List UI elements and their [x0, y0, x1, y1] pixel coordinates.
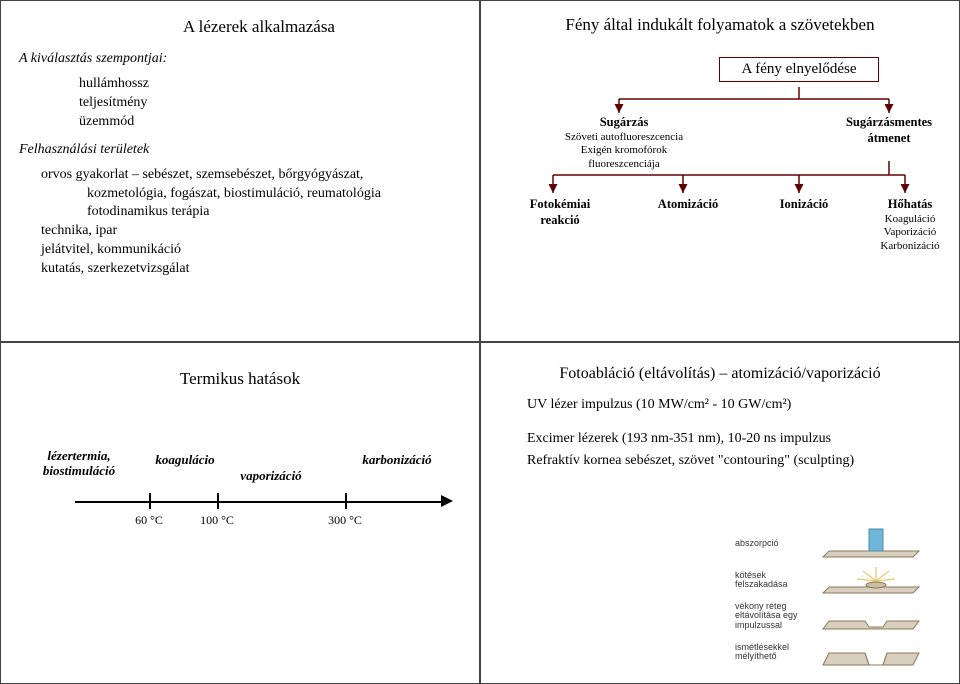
tick-2: [217, 493, 219, 509]
tick-3: [345, 493, 347, 509]
axis-line: [75, 501, 445, 503]
fig-svg-a: [819, 527, 929, 561]
s3-term-d: karbonizáció: [362, 453, 431, 468]
s2-c1a: Fotokémiai: [515, 197, 605, 213]
s1-title: A lézerek alkalmazása: [57, 17, 461, 37]
s2-c3: Ionizáció: [759, 197, 849, 213]
slide-2: Fény által indukált folyamatok a szövete…: [480, 0, 960, 342]
s2-connectors: [499, 51, 943, 311]
s2-left-c: fluoreszcenciája: [539, 158, 709, 172]
s1-li-c: üzemmód: [79, 113, 461, 132]
tlabel-2: 100 °C: [200, 513, 234, 528]
s1-l4: technika, ipar: [41, 222, 461, 241]
s1-sub-1: A kiválasztás szempontjai:: [19, 51, 461, 67]
s2-c4c: Karbonizáció: [865, 240, 955, 254]
s2-c4b: Vaporizáció: [865, 226, 955, 240]
s4-l1: UV lézer impulzus (10 MW/cm² - 10 GW/cm²…: [527, 397, 941, 413]
s2-title: Fény által indukált folyamatok a szövete…: [499, 15, 941, 35]
s2-left-b: Exigén kromofórok: [539, 144, 709, 158]
s1-l2: kozmetológia, fogászat, biostimuláció, r…: [87, 185, 461, 204]
s1-list: hullámhossz teljesítmény üzemmód: [79, 75, 461, 132]
tick-1: [149, 493, 151, 509]
s2-left-node: Sugárzás Szöveti autofluoreszcencia Exig…: [539, 115, 709, 172]
s2-root-box: A fény elnyelődése: [719, 57, 879, 82]
s1-li-a: hullámhossz: [79, 75, 461, 94]
tlabel-3: 300 °C: [328, 513, 362, 528]
s2-leaf-3: Ionizáció: [759, 197, 849, 213]
s2-right-node: Sugárzásmentes átmenet: [829, 115, 949, 146]
s2-diagram: A fény elnyelődése Sugárzás Szöveti auto…: [499, 51, 941, 311]
fig-svg-c: [819, 599, 929, 633]
fig-lab-c: vékony réteg eltávolítása egy impulzussa…: [735, 602, 819, 630]
s1-l5: jelátvitel, kommunikáció: [41, 241, 461, 260]
s4-l2: Excimer lézerek (193 nm-351 nm), 10-20 n…: [527, 431, 941, 447]
fig-svg-d: [819, 635, 929, 669]
fig-row-d: ismétlésekkel mélyíthető: [735, 635, 935, 669]
slide-3: Termikus hatások lézertermia, biostimulá…: [0, 342, 480, 684]
fig-lab-d: ismétlésekkel mélyíthető: [735, 643, 819, 662]
s3-term-c: vaporizáció: [240, 469, 301, 484]
fig-row-c: vékony réteg eltávolítása egy impulzussa…: [735, 599, 935, 633]
fig-lab-b: kötések felszakadása: [735, 571, 819, 590]
fig-lab-a: abszorpció: [735, 539, 819, 548]
s2-right-a: átmenet: [829, 131, 949, 147]
s2-leaf-4: Hőhatás Koaguláció Vaporizáció Karbonizá…: [865, 197, 955, 254]
s2-left-h: Sugárzás: [539, 115, 709, 131]
slide-4: Fotoabláció (eltávolítás) – atomizáció/v…: [480, 342, 960, 684]
s4-l3: Refraktív kornea sebészet, szövet "conto…: [527, 453, 941, 469]
s2-left-a: Szöveti autofluoreszcencia: [539, 131, 709, 145]
slide-1: A lézerek alkalmazása A kiválasztás szem…: [0, 0, 480, 342]
axis-arrow-icon: [441, 495, 453, 507]
s3-title: Termikus hatások: [19, 369, 461, 389]
s2-leaf-1: Fotokémiai reakció: [515, 197, 605, 228]
s3-term-a1: lézertermia,: [47, 448, 110, 463]
s2-c1b: reakció: [515, 213, 605, 229]
fig-svg-b: [819, 563, 929, 597]
s2-leaf-2: Atomizáció: [643, 197, 733, 213]
s1-l6: kutatás, szerkezetvizsgálat: [41, 260, 461, 279]
s1-li-b: teljesítmény: [79, 94, 461, 113]
s3-term-a2: biostimuláció: [43, 463, 115, 478]
s4-figure: abszorpció kötések felszakadása vékony r…: [735, 525, 935, 671]
s2-c2: Atomizáció: [643, 197, 733, 213]
s1-l3: fotodinamikus terápia: [87, 203, 461, 222]
s3-term-b: koagulácio: [155, 453, 214, 468]
s1-l1: orvos gyakorlat – sebészet, szemsebészet…: [41, 166, 461, 185]
s1-sub-2: Felhasználási területek: [19, 142, 461, 158]
s2-c4: Hőhatás: [865, 197, 955, 213]
fig-row-b: kötések felszakadása: [735, 563, 935, 597]
s4-title: Fotoabláció (eltávolítás) – atomizáció/v…: [499, 365, 941, 383]
s1-block: orvos gyakorlat – sebészet, szemsebészet…: [41, 166, 461, 279]
s2-right-h: Sugárzásmentes: [829, 115, 949, 131]
s2-c4a: Koaguláció: [865, 213, 955, 227]
s3-term-a: lézertermia, biostimuláció: [43, 449, 115, 479]
s3-axis: lézertermia, biostimuláció koagulácio va…: [25, 435, 455, 535]
fig-row-a: abszorpció: [735, 527, 935, 561]
tlabel-1: 60 °C: [135, 513, 163, 528]
